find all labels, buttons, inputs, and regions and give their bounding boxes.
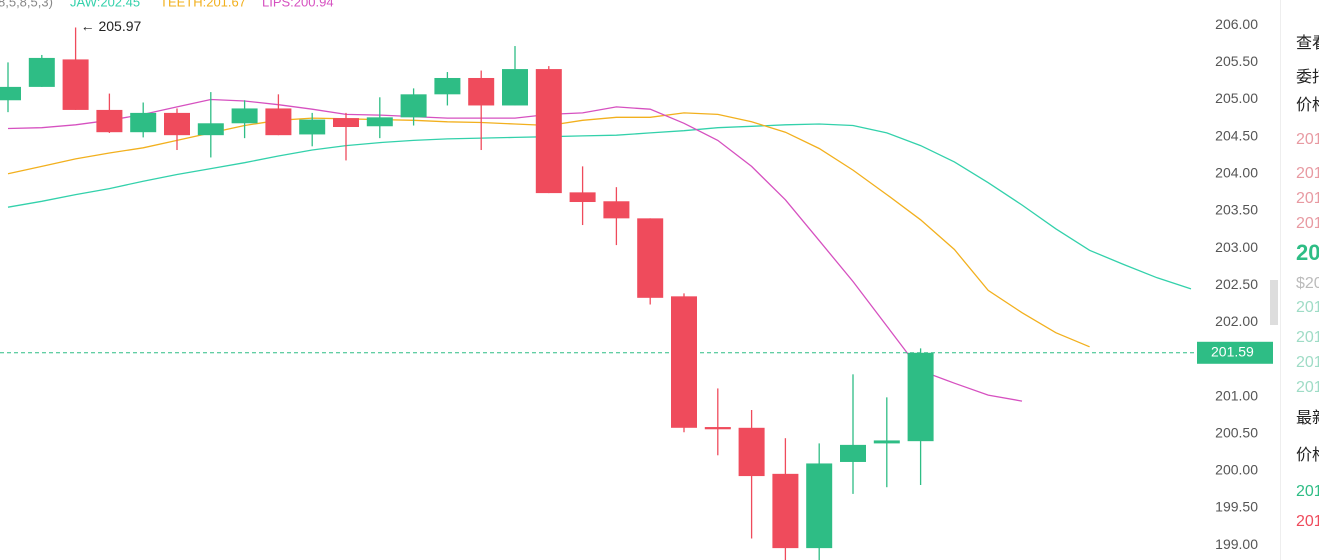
sidebar-item: 20: [1296, 240, 1319, 265]
scroll-handle[interactable]: [1270, 280, 1278, 325]
y-tick-label: 199.50: [1215, 499, 1258, 515]
candle-body: [840, 444, 866, 462]
candle-body: [28, 57, 55, 87]
sidebar-item: $20: [1296, 275, 1319, 292]
last-price-label: 201.59: [1211, 343, 1254, 359]
candle-body: [569, 192, 596, 203]
candle-body: [366, 117, 393, 127]
candle-body: [130, 112, 157, 133]
candle-body: [164, 112, 190, 136]
indicator-line: [7, 123, 1192, 290]
y-tick-label: 202.50: [1215, 276, 1258, 292]
candle-body: [535, 69, 562, 194]
sidebar-item: 201: [1296, 215, 1319, 232]
y-tick-label: 206.00: [1215, 16, 1258, 32]
y-tick-label: 201.00: [1215, 387, 1258, 403]
sidebar-item: 201: [1296, 354, 1319, 371]
candle-body: [738, 427, 765, 477]
candle-body: [806, 463, 833, 549]
sidebar-item: 价格: [1296, 447, 1319, 464]
candle-body: [502, 69, 528, 106]
y-tick-label: 204.00: [1215, 164, 1258, 180]
legend-entry: LIPS:200.94: [262, 0, 334, 9]
candle-body: [62, 59, 89, 110]
y-tick-label: 205.50: [1215, 53, 1258, 69]
candle-body: [907, 352, 934, 442]
sidebar-item: 201: [1296, 131, 1319, 148]
y-tick-label: 200.00: [1215, 462, 1258, 478]
candle-body: [873, 440, 900, 444]
sidebar-item: 最新: [1296, 410, 1319, 427]
sidebar-item: 201: [1296, 329, 1319, 346]
y-tick-label: 202.00: [1215, 313, 1258, 329]
candle-body: [671, 296, 697, 428]
candle-body: [265, 108, 292, 136]
candle-body: [231, 108, 258, 124]
candle-body: [333, 118, 359, 128]
legend-entry: TEETH:201.67: [160, 0, 246, 9]
candle-body: [637, 218, 664, 298]
sidebar-item: 201: [1296, 483, 1319, 500]
candle-body: [704, 427, 731, 430]
candle-body: [299, 119, 326, 135]
high-annotation: ← 205.97: [81, 18, 142, 34]
sidebar-item: 201: [1296, 165, 1319, 182]
candle-body: [0, 86, 21, 101]
sidebar-item: 201: [1296, 299, 1319, 316]
sidebar-item: 201: [1296, 190, 1319, 207]
candle-body: [603, 201, 630, 219]
sidebar-item: 201: [1296, 513, 1319, 530]
y-tick-label: 200.50: [1215, 424, 1258, 440]
y-tick-label: 204.50: [1215, 127, 1258, 143]
indicator-params: 8,5,8,5,3): [0, 0, 53, 9]
candle-body: [197, 123, 224, 136]
indicator-line: [7, 98, 1023, 402]
last-price-box: [1197, 341, 1273, 364]
y-tick-label: 203.50: [1215, 202, 1258, 218]
y-tick-label: 205.00: [1215, 90, 1258, 106]
candle-body: [468, 77, 495, 106]
chart: 8,5,8,5,3) 199.00 199.50 200.00 200.50 201.0…: [0, 0, 1278, 560]
candle-body: [400, 94, 427, 118]
y-tick-label: 203.00: [1215, 239, 1258, 255]
sidebar-item: 价格: [1296, 97, 1319, 114]
sidebar-item: 委托: [1296, 69, 1319, 86]
candle-body: [96, 109, 123, 133]
sidebar-item: 201: [1296, 379, 1319, 396]
legend-entry: JAW:202.45: [70, 0, 140, 9]
y-tick-label: 199.00: [1215, 536, 1258, 552]
sidebar: 查看委托价格20120120120120$20201201201201最新价格2…: [1280, 0, 1319, 560]
sidebar-item: 查看: [1296, 35, 1319, 52]
candle-body: [434, 77, 461, 95]
candle-body: [772, 473, 799, 549]
